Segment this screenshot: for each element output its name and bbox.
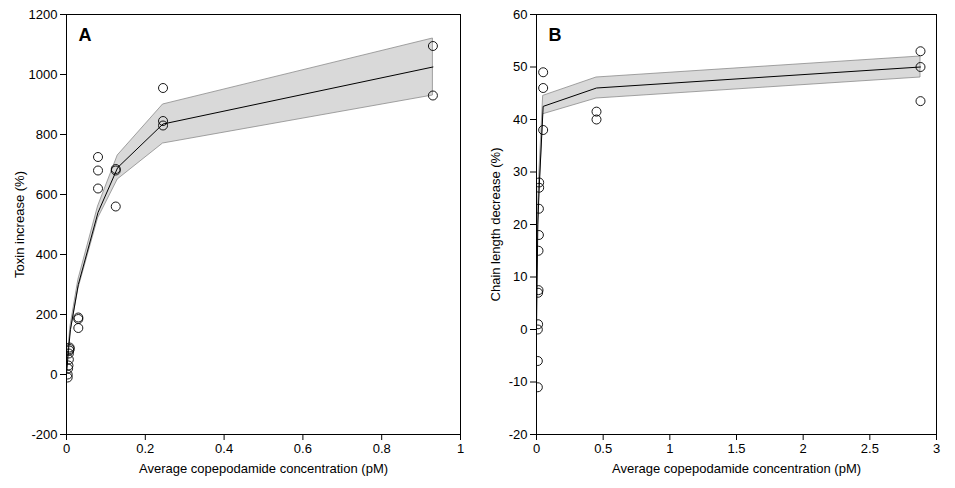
svg-text:0: 0: [50, 367, 57, 382]
svg-text:1000: 1000: [29, 67, 58, 82]
svg-text:2.5: 2.5: [861, 441, 879, 456]
svg-text:-20: -20: [509, 427, 528, 442]
svg-text:Average copepodamide concentra: Average copepodamide concentration (pM): [612, 461, 861, 476]
svg-text:0.6: 0.6: [294, 441, 312, 456]
svg-text:0: 0: [520, 322, 527, 337]
svg-text:10: 10: [513, 269, 527, 284]
svg-text:0.5: 0.5: [594, 441, 612, 456]
svg-text:Chain length decrease (%): Chain length decrease (%): [488, 148, 503, 302]
svg-text:2: 2: [800, 441, 807, 456]
svg-text:0.8: 0.8: [373, 441, 391, 456]
svg-text:0.4: 0.4: [215, 441, 233, 456]
svg-text:-200: -200: [31, 427, 57, 442]
svg-text:0.2: 0.2: [136, 441, 154, 456]
svg-text:30: 30: [513, 164, 527, 179]
svg-text:Average copepodamide concentra: Average copepodamide concentration (pM): [139, 461, 388, 476]
svg-text:-10: -10: [509, 374, 528, 389]
svg-text:400: 400: [36, 247, 58, 262]
svg-text:0: 0: [533, 441, 540, 456]
svg-text:200: 200: [36, 307, 58, 322]
svg-text:600: 600: [36, 187, 58, 202]
svg-text:60: 60: [513, 7, 527, 22]
svg-text:50: 50: [513, 59, 527, 74]
svg-text:B: B: [549, 25, 562, 45]
svg-text:1: 1: [666, 441, 673, 456]
svg-text:1200: 1200: [29, 7, 58, 22]
svg-text:1.5: 1.5: [727, 441, 745, 456]
svg-text:3: 3: [933, 441, 940, 456]
svg-text:0: 0: [63, 441, 70, 456]
svg-text:800: 800: [36, 127, 58, 142]
svg-text:A: A: [79, 25, 92, 45]
svg-text:Toxin increase (%): Toxin increase (%): [12, 171, 27, 278]
svg-text:40: 40: [513, 112, 527, 127]
svg-text:1: 1: [457, 441, 464, 456]
svg-text:20: 20: [513, 217, 527, 232]
